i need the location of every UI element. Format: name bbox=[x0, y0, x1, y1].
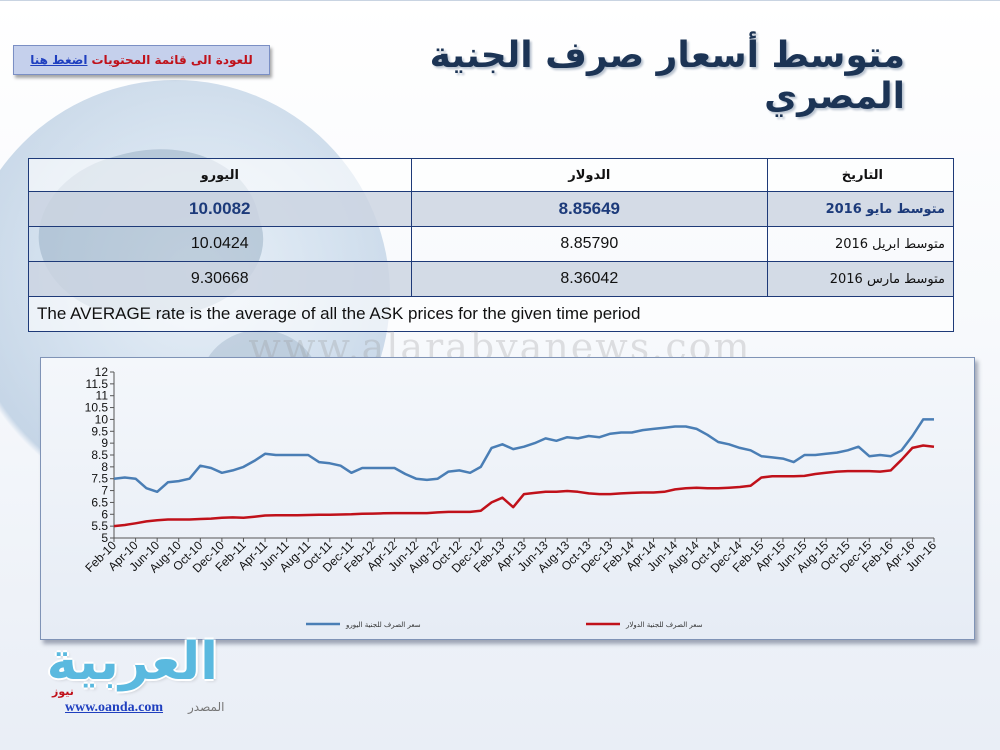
table-note-row: The AVERAGE rate is the average of all t… bbox=[28, 296, 954, 332]
y-tick-label: 6.5 bbox=[91, 495, 108, 509]
y-tick-label: 6 bbox=[101, 507, 108, 521]
cell-eur: 10.0424 bbox=[28, 226, 412, 262]
legend-label: سعر الصرف للجنية الدولار bbox=[625, 621, 703, 629]
cell-date: متوسط مارس 2016 bbox=[767, 261, 954, 297]
cell-usd: 8.85649 bbox=[410, 191, 769, 227]
y-tick-label: 10.5 bbox=[85, 401, 109, 415]
logo: العربية bbox=[46, 632, 218, 692]
logo-subtitle: نيوز bbox=[52, 685, 74, 698]
y-tick-label: 5 bbox=[101, 531, 108, 545]
header-usd: الدولار bbox=[410, 158, 769, 192]
y-tick-label: 11.5 bbox=[86, 377, 109, 391]
table-row: 10.0082 8.85649 متوسط مايو 2016 bbox=[28, 191, 954, 227]
y-tick-label: 7 bbox=[101, 484, 108, 498]
y-tick-label: 9.5 bbox=[91, 424, 108, 438]
back-to-contents-button[interactable]: للعودة الى قائمة المحتويات اضغط هنا bbox=[13, 45, 270, 75]
y-tick-label: 8 bbox=[101, 460, 108, 474]
back-to-contents-link[interactable]: اضغط هنا bbox=[30, 53, 88, 67]
y-tick-label: 12 bbox=[95, 365, 109, 379]
y-tick-label: 10 bbox=[95, 412, 109, 426]
header-eur: اليورو bbox=[28, 158, 412, 192]
table-note: The AVERAGE rate is the average of all t… bbox=[28, 296, 954, 332]
series-line-usd bbox=[113, 444, 935, 528]
back-to-contents-text: للعودة الى قائمة المحتويات bbox=[91, 53, 253, 67]
table-row: 10.0424 8.85790 متوسط ابريل 2016 bbox=[28, 226, 954, 262]
source-link[interactable]: www.oanda.com bbox=[65, 700, 164, 715]
line-chart: 55.566.577.588.599.51010.51111.512Feb-10… bbox=[82, 365, 939, 629]
table-header-row: اليورو الدولار التاريخ bbox=[28, 158, 954, 192]
y-tick-label: 9 bbox=[101, 436, 108, 450]
y-tick-label: 7.5 bbox=[91, 472, 108, 486]
cell-eur: 10.0082 bbox=[28, 191, 412, 227]
cell-date: متوسط ابريل 2016 bbox=[767, 226, 954, 262]
y-tick-label: 8.5 bbox=[91, 448, 108, 462]
header-date: التاريخ bbox=[767, 158, 954, 192]
source-label: المصدر bbox=[188, 700, 225, 714]
chart-container: 5 5.5 6 6.5 7 7.5 8 8.5 9 9.5 10 10.5 11 11.5 12 Feb-10… bbox=[40, 357, 975, 640]
cell-eur: 9.30668 bbox=[28, 261, 412, 297]
page-title: متوسط أسعار صرف الجنية المصري bbox=[429, 35, 905, 117]
y-tick-label: 11 bbox=[96, 389, 109, 403]
series-line-eur bbox=[113, 418, 934, 494]
cell-date: متوسط مايو 2016 bbox=[767, 191, 954, 227]
cell-usd: 8.85790 bbox=[410, 226, 769, 262]
rates-table: اليورو الدولار التاريخ 10.0082 8.85649 م… bbox=[28, 158, 954, 332]
table-row: 9.30668 8.36042 متوسط مارس 2016 bbox=[28, 261, 954, 297]
top-rule bbox=[0, 0, 1000, 1]
legend-label: سعر الصرف للجنية اليورو bbox=[345, 621, 421, 629]
y-tick-label: 5.5 bbox=[91, 519, 108, 533]
cell-usd: 8.36042 bbox=[410, 261, 769, 297]
